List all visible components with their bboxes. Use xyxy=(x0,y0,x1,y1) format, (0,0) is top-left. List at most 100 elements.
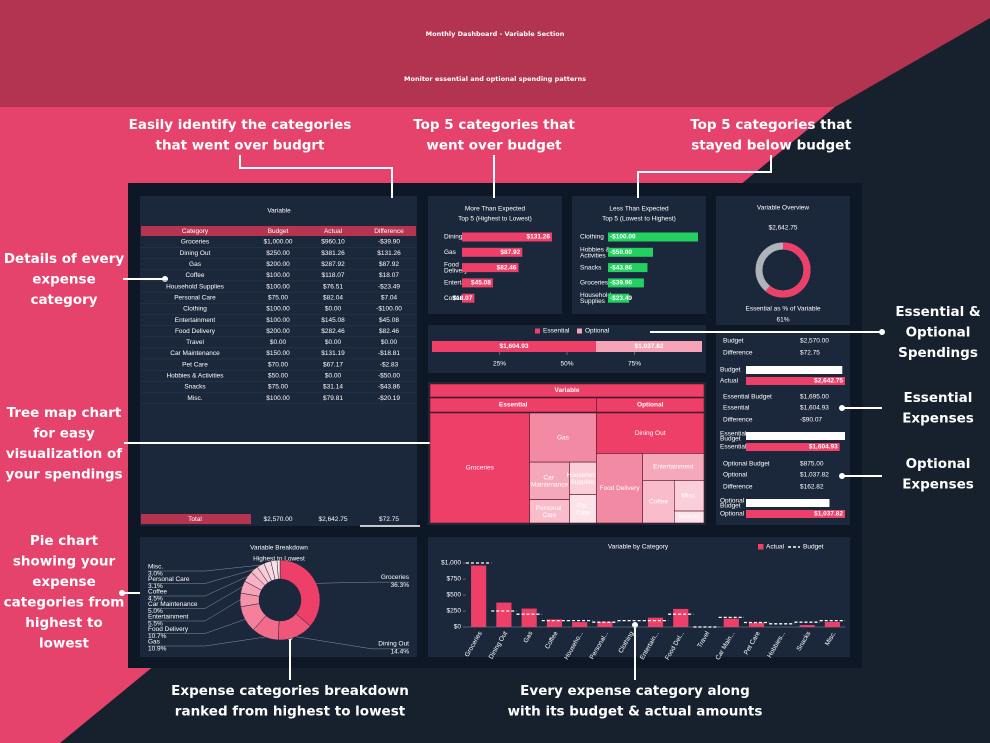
table-cell: $0.00 xyxy=(325,306,342,313)
table-total: $72.75 xyxy=(379,516,399,523)
summary-value: $875.00 xyxy=(800,461,824,468)
table-cell: -$39.90 xyxy=(378,239,400,246)
connector xyxy=(637,155,772,198)
chart-title: Less Than Expected xyxy=(609,206,669,213)
table-header: Category xyxy=(182,228,209,235)
slice-value: 3.0% xyxy=(148,571,163,578)
callout-text: ranked from highest to lowest xyxy=(175,704,406,720)
callout-text: Essential & xyxy=(895,304,981,320)
panel xyxy=(716,196,850,325)
treemap-tile xyxy=(673,480,705,512)
legend-label: Budget xyxy=(803,544,824,551)
slice-value: 14.4% xyxy=(391,649,410,656)
callout-text: categories from xyxy=(4,595,125,611)
value-label: $1,604.93 xyxy=(500,343,529,350)
treemap-tile xyxy=(673,510,705,524)
chart-subtitle: Top 5 (Lowest to Highest) xyxy=(602,216,676,223)
bar xyxy=(673,608,689,627)
chart-title: Variable by Category xyxy=(608,544,669,551)
callout-text: with its budget & actual amounts xyxy=(508,704,763,720)
leader-line xyxy=(148,619,246,634)
table-cell: $31.14 xyxy=(323,384,343,391)
legend-label: Essential xyxy=(543,328,570,335)
table-cell: $75.00 xyxy=(268,294,288,301)
summary-label: Difference xyxy=(723,484,753,491)
table-cell: $100.00 xyxy=(266,395,290,402)
table-cell: Entertainment xyxy=(175,317,216,324)
bar xyxy=(748,622,765,627)
table-cell: -$23.49 xyxy=(378,283,400,290)
table-cell: Snacks xyxy=(184,384,206,391)
table-cell: Gas xyxy=(189,261,202,268)
bar xyxy=(462,278,493,288)
callout-text: stayed below budget xyxy=(691,138,851,154)
table-cell: $145.08 xyxy=(321,317,345,324)
table-cell: Hobbies & Activities xyxy=(166,373,224,380)
leader-line xyxy=(148,586,243,609)
table-cell: $200.00 xyxy=(266,261,290,268)
table-header: Difference xyxy=(374,228,404,235)
treemap-group-label: Essential xyxy=(499,402,528,409)
treemap-label: Misc. xyxy=(682,492,697,499)
bar xyxy=(462,293,475,303)
table-cell: $0.00 xyxy=(325,373,342,380)
callout-text: visualization of xyxy=(6,446,122,462)
callout-text: your spendings xyxy=(5,467,122,483)
table-header: Actual xyxy=(324,228,343,235)
treemap-label: Groceries xyxy=(466,465,495,472)
y-tick-label: $250 xyxy=(447,608,462,615)
slice-label: Misc. xyxy=(148,564,163,571)
legend-swatch xyxy=(758,544,764,550)
leader-line xyxy=(148,564,261,572)
slice-label: Entertainment xyxy=(148,614,189,621)
callout-text: Details of every xyxy=(4,251,125,267)
table-cell: -$43.86 xyxy=(378,384,400,391)
y-tick-label: $0 xyxy=(454,624,462,631)
callout-text: Tree map chart xyxy=(7,405,122,421)
panel xyxy=(716,333,850,525)
table-cell: $82.46 xyxy=(379,328,399,335)
table-cell: $82.04 xyxy=(323,294,343,301)
chart-title: Variable Breakdown xyxy=(250,545,308,552)
panel xyxy=(140,196,417,526)
table-cell: $0.00 xyxy=(325,339,342,346)
table-cell: Pet Care xyxy=(182,361,208,368)
table-cell: $76.51 xyxy=(323,283,343,290)
summary-label: Difference xyxy=(723,417,753,424)
bar xyxy=(471,565,487,627)
treemap-group-label: Optional xyxy=(637,402,664,409)
connector xyxy=(239,155,393,198)
table-cell: Dining Out xyxy=(180,250,211,257)
callout-text: Easily identify the categories xyxy=(129,117,352,133)
x-tick-label: 50% xyxy=(560,361,573,368)
callout-text: Essential xyxy=(904,390,973,406)
bar xyxy=(647,617,664,627)
callout-text: lowest xyxy=(39,636,90,652)
summary-value: $72.75 xyxy=(800,350,820,357)
summary-bar xyxy=(746,443,840,451)
table-cell: $100.00 xyxy=(266,317,290,324)
panel xyxy=(428,537,850,657)
value-label: -$39.90 xyxy=(610,280,632,287)
callout-text: expense xyxy=(32,574,96,590)
treemap-header xyxy=(429,383,705,398)
bar xyxy=(546,619,563,627)
slice-label: Food Delivery xyxy=(148,626,189,633)
treemap-label: Car Maintenance xyxy=(531,474,569,488)
summary-label: Optional xyxy=(723,472,748,479)
bar xyxy=(824,621,840,627)
bar-label: Actual xyxy=(720,378,739,385)
chart-subtitle: Top 5 (Highest to Lowest) xyxy=(458,216,532,223)
table-cell: -$2.83 xyxy=(380,361,399,368)
table-cell: $0.00 xyxy=(270,339,287,346)
table-cell: $67.17 xyxy=(323,361,343,368)
leader-line xyxy=(148,569,255,584)
value-label: $1,695.00 xyxy=(814,433,843,440)
treemap-label: Personal Care xyxy=(536,505,563,519)
connector-dot xyxy=(839,473,845,479)
summary-value: $162.82 xyxy=(800,484,824,491)
gauge-value: 61% xyxy=(776,317,789,324)
callout-text: expense xyxy=(32,272,96,288)
x-tick-label: 75% xyxy=(628,361,641,368)
summary-bar xyxy=(746,499,830,507)
